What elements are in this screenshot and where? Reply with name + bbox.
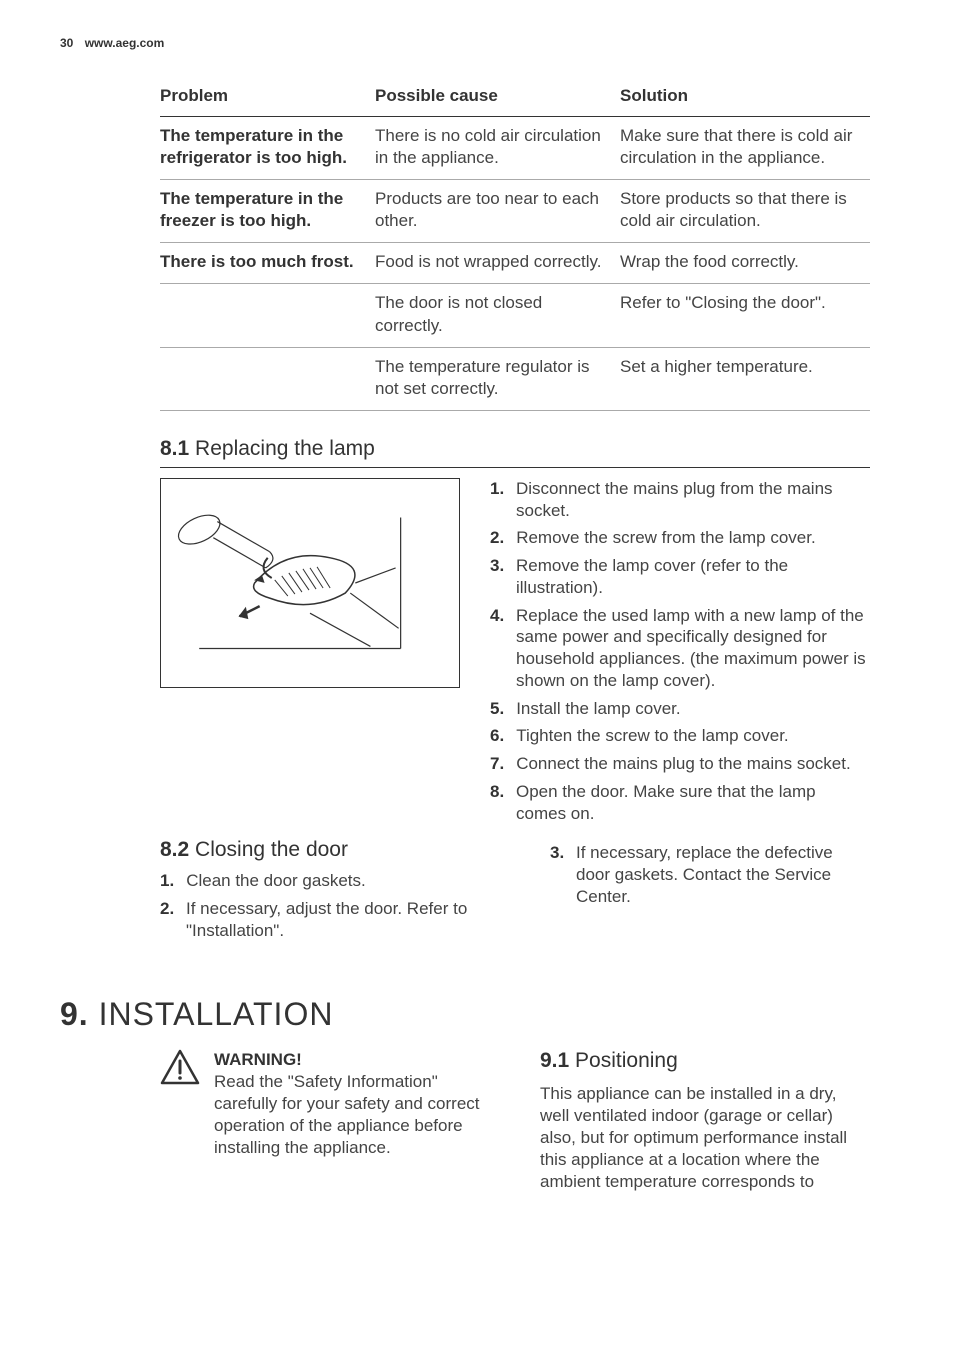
cell-solution: Store products so that there is cold air… [620, 180, 870, 243]
step-text: If necessary, replace the defective door… [576, 842, 870, 907]
warning-block: WARNING! Read the "Safety Information" c… [160, 1049, 500, 1193]
table-row: The temperature in the refrigerator is t… [160, 117, 870, 180]
step-text: Clean the door gaskets. [186, 870, 366, 892]
lamp-content: 1.Disconnect the mains plug from the mai… [160, 478, 870, 831]
lamp-diagram-icon [169, 487, 451, 679]
th-cause: Possible cause [375, 78, 620, 117]
cell-solution: Make sure that there is cold air circula… [620, 117, 870, 180]
step-text: Replace the used lamp with a new lamp of… [516, 605, 870, 692]
cell-cause: There is no cold air circulation in the … [375, 117, 620, 180]
cell-problem: There is too much frost. [160, 243, 375, 284]
step-number: 1. [160, 870, 186, 892]
positioning-block: 9.1 Positioning This appliance can be in… [540, 1049, 870, 1193]
list-item: 1.Disconnect the mains plug from the mai… [490, 478, 870, 522]
cell-solution: Set a higher temperature. [620, 347, 870, 410]
step-number: 1. [490, 478, 516, 522]
troubleshooting-table: Problem Possible cause Solution The temp… [160, 78, 870, 411]
th-problem: Problem [160, 78, 375, 117]
installation-content: WARNING! Read the "Safety Information" c… [160, 1049, 870, 1193]
warning-head: WARNING! [214, 1049, 500, 1071]
closing-door-section: 8.2 Closing the door 1.Clean the door ga… [160, 838, 870, 947]
table-row: The door is not closed correctly.Refer t… [160, 284, 870, 347]
table-row: The temperature in the freezer is too hi… [160, 180, 870, 243]
step-number: 4. [490, 605, 516, 692]
cell-problem [160, 347, 375, 410]
list-item: 3.Remove the lamp cover (refer to the il… [490, 555, 870, 599]
lamp-steps: 1.Disconnect the mains plug from the mai… [490, 478, 870, 831]
th-solution: Solution [620, 78, 870, 117]
list-item: 2.Remove the screw from the lamp cover. [490, 527, 870, 549]
lamp-illustration [160, 478, 460, 688]
list-item: 6.Tighten the screw to the lamp cover. [490, 725, 870, 747]
chapter-heading: 9. INSTALLATION [60, 996, 894, 1033]
table-row: The temperature regulator is not set cor… [160, 347, 870, 410]
step-text: Install the lamp cover. [516, 698, 680, 720]
step-number: 2. [490, 527, 516, 549]
step-number: 2. [160, 898, 186, 942]
warning-body: Read the "Safety Information" carefully … [214, 1072, 480, 1157]
section-heading-positioning: 9.1 Positioning [540, 1049, 870, 1073]
list-item: 1.Clean the door gaskets. [160, 870, 520, 892]
step-number: 5. [490, 698, 516, 720]
list-item: 4.Replace the used lamp with a new lamp … [490, 605, 870, 692]
cell-cause: Food is not wrapped correctly. [375, 243, 620, 284]
table-row: There is too much frost.Food is not wrap… [160, 243, 870, 284]
step-number: 8. [490, 781, 516, 825]
step-text: Tighten the screw to the lamp cover. [516, 725, 788, 747]
step-number: 3. [550, 842, 576, 907]
cell-solution: Refer to "Closing the door". [620, 284, 870, 347]
list-item: 7.Connect the mains plug to the mains so… [490, 753, 870, 775]
site-url: www.aeg.com [85, 36, 165, 50]
step-text: If necessary, adjust the door. Refer to … [186, 898, 520, 942]
step-number: 7. [490, 753, 516, 775]
step-text: Disconnect the mains plug from the mains… [516, 478, 870, 522]
positioning-body: This appliance can be installed in a dry… [540, 1083, 870, 1193]
cell-solution: Wrap the food correctly. [620, 243, 870, 284]
step-text: Open the door. Make sure that the lamp c… [516, 781, 870, 825]
list-item: 2.If necessary, adjust the door. Refer t… [160, 898, 520, 942]
page-number: 30 [60, 36, 73, 50]
page-header: 30 www.aeg.com [60, 36, 894, 50]
warning-icon [160, 1049, 200, 1193]
cell-problem [160, 284, 375, 347]
list-item: 8.Open the door. Make sure that the lamp… [490, 781, 870, 825]
cell-problem: The temperature in the freezer is too hi… [160, 180, 375, 243]
section-heading-lamp: 8.1 Replacing the lamp [160, 437, 870, 468]
list-item: 3.If necessary, replace the defective do… [550, 842, 870, 907]
cell-cause: The temperature regulator is not set cor… [375, 347, 620, 410]
list-item: 5.Install the lamp cover. [490, 698, 870, 720]
section-heading-door: 8.2 Closing the door [160, 838, 520, 862]
cell-cause: Products are too near to each other. [375, 180, 620, 243]
step-text: Connect the mains plug to the mains sock… [516, 753, 851, 775]
step-number: 3. [490, 555, 516, 599]
step-text: Remove the lamp cover (refer to the illu… [516, 555, 870, 599]
cell-cause: The door is not closed correctly. [375, 284, 620, 347]
cell-problem: The temperature in the refrigerator is t… [160, 117, 375, 180]
step-number: 6. [490, 725, 516, 747]
step-text: Remove the screw from the lamp cover. [516, 527, 816, 549]
